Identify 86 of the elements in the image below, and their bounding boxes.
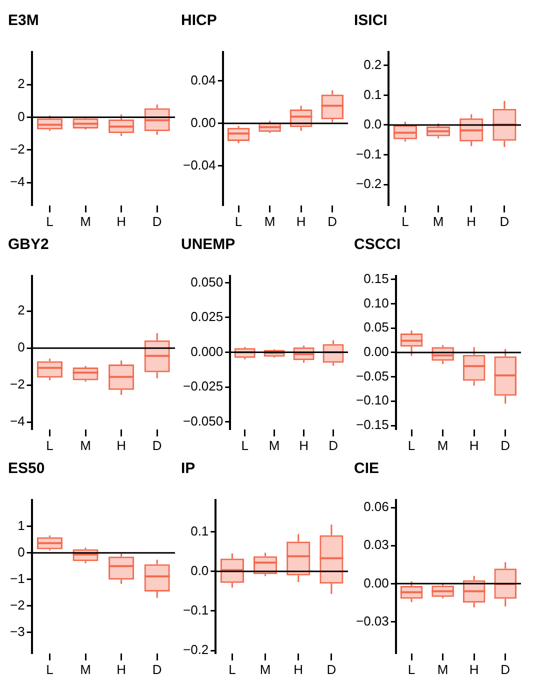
x-tick-label: M (268, 438, 280, 453)
y-tick-label: −0.10 (356, 392, 389, 408)
x-tick-label: D (152, 438, 162, 453)
y-tick-label: 0.15 (364, 270, 389, 286)
y-tick-label: −0.04 (182, 158, 216, 173)
x-tick-label: H (116, 438, 126, 453)
y-tick-label: −0.03 (356, 613, 389, 628)
y-tick-label: −0.050 (183, 413, 224, 428)
chart-title: CIE (354, 460, 380, 478)
x-tick-label: L (402, 214, 409, 229)
chart-title: IP (181, 460, 196, 478)
y-tick-label: 0 (18, 340, 25, 355)
y-tick-label: −0.1 (182, 602, 209, 618)
y-tick-label: 0.04 (190, 72, 216, 88)
y-tick-label: 0.2 (364, 56, 382, 72)
y-tick-label: −0.15 (356, 417, 389, 432)
x-tick-label: H (294, 662, 304, 677)
x-tick-label: D (326, 662, 336, 677)
x-tick-label: M (432, 214, 444, 229)
chart-title: GBY2 (8, 236, 49, 254)
chart-title: ISICI (354, 12, 388, 30)
x-tick-label: M (260, 662, 271, 677)
y-tick-label: −0.025 (183, 378, 224, 394)
x-tick-label: H (299, 438, 308, 453)
y-tick-label: −0.05 (356, 368, 389, 384)
x-tick-label: H (296, 214, 306, 229)
chart-title: UNEMP (181, 236, 236, 254)
y-tick-label: 1 (18, 518, 25, 534)
y-tick-label: 2 (18, 302, 25, 318)
y-tick-label: 0.03 (364, 537, 389, 552)
y-tick-label: −0.1 (356, 146, 382, 162)
chart-title: HICP (181, 12, 217, 30)
x-tick-label: H (469, 662, 479, 677)
x-tick-label: H (116, 214, 126, 229)
y-tick-label: −3 (10, 624, 25, 639)
x-tick-label: M (437, 662, 448, 677)
x-tick-label: H (116, 662, 126, 677)
x-tick-label: H (466, 214, 476, 229)
y-tick-label: 0.00 (190, 114, 216, 130)
y-tick-label: 0.10 (364, 295, 389, 310)
chart-title: E3M (8, 12, 39, 30)
chart-title: ES50 (8, 460, 45, 478)
y-tick-label: 0.000 (190, 344, 224, 359)
y-tick-label: 0.00 (364, 344, 389, 360)
y-tick-label: −0.2 (356, 176, 382, 192)
x-tick-label: H (469, 438, 479, 453)
x-tick-label: D (500, 438, 510, 453)
x-tick-label: M (437, 438, 448, 453)
y-tick-label: 0 (18, 544, 25, 560)
y-tick-label: 0 (18, 108, 25, 124)
chart-title: CSCCI (354, 236, 401, 254)
y-tick-label: 0.0 (190, 562, 209, 578)
y-tick-label: 2 (18, 76, 25, 92)
y-tick-label: −2 (10, 597, 25, 612)
y-tick-label: −2 (10, 376, 25, 392)
x-tick-label: M (80, 438, 91, 453)
x-tick-label: D (500, 214, 510, 229)
y-tick-label: −4 (10, 174, 25, 190)
x-tick-label: L (408, 438, 416, 453)
x-tick-label: L (408, 662, 416, 677)
x-tick-label: L (46, 214, 54, 229)
x-tick-label: D (152, 214, 162, 229)
x-tick-label: M (80, 214, 91, 229)
y-tick-label: 0.05 (364, 320, 389, 335)
y-tick-label: 0.1 (364, 86, 382, 102)
y-tick-label: −1 (10, 570, 25, 586)
x-tick-label: M (264, 214, 276, 229)
x-tick-label: D (328, 438, 338, 453)
x-tick-label: D (152, 662, 162, 677)
y-tick-label: 0.050 (190, 274, 224, 290)
y-tick-label: 0.00 (364, 575, 389, 590)
y-tick-label: −0.2 (182, 642, 209, 658)
x-tick-label: L (228, 662, 236, 677)
x-tick-label: M (80, 662, 91, 677)
x-tick-label: L (46, 662, 54, 677)
x-tick-label: L (241, 438, 248, 453)
y-tick-label: 0.025 (190, 309, 224, 324)
y-tick-label: 0.06 (364, 499, 389, 514)
x-tick-label: D (500, 662, 510, 677)
y-tick-label: −4 (10, 414, 25, 429)
x-tick-label: L (234, 214, 242, 229)
x-tick-label: D (328, 214, 338, 229)
y-tick-label: −2 (10, 141, 25, 156)
y-tick-label: 0.1 (190, 523, 209, 538)
x-tick-label: L (46, 438, 54, 453)
y-tick-label: 0.0 (364, 116, 382, 132)
